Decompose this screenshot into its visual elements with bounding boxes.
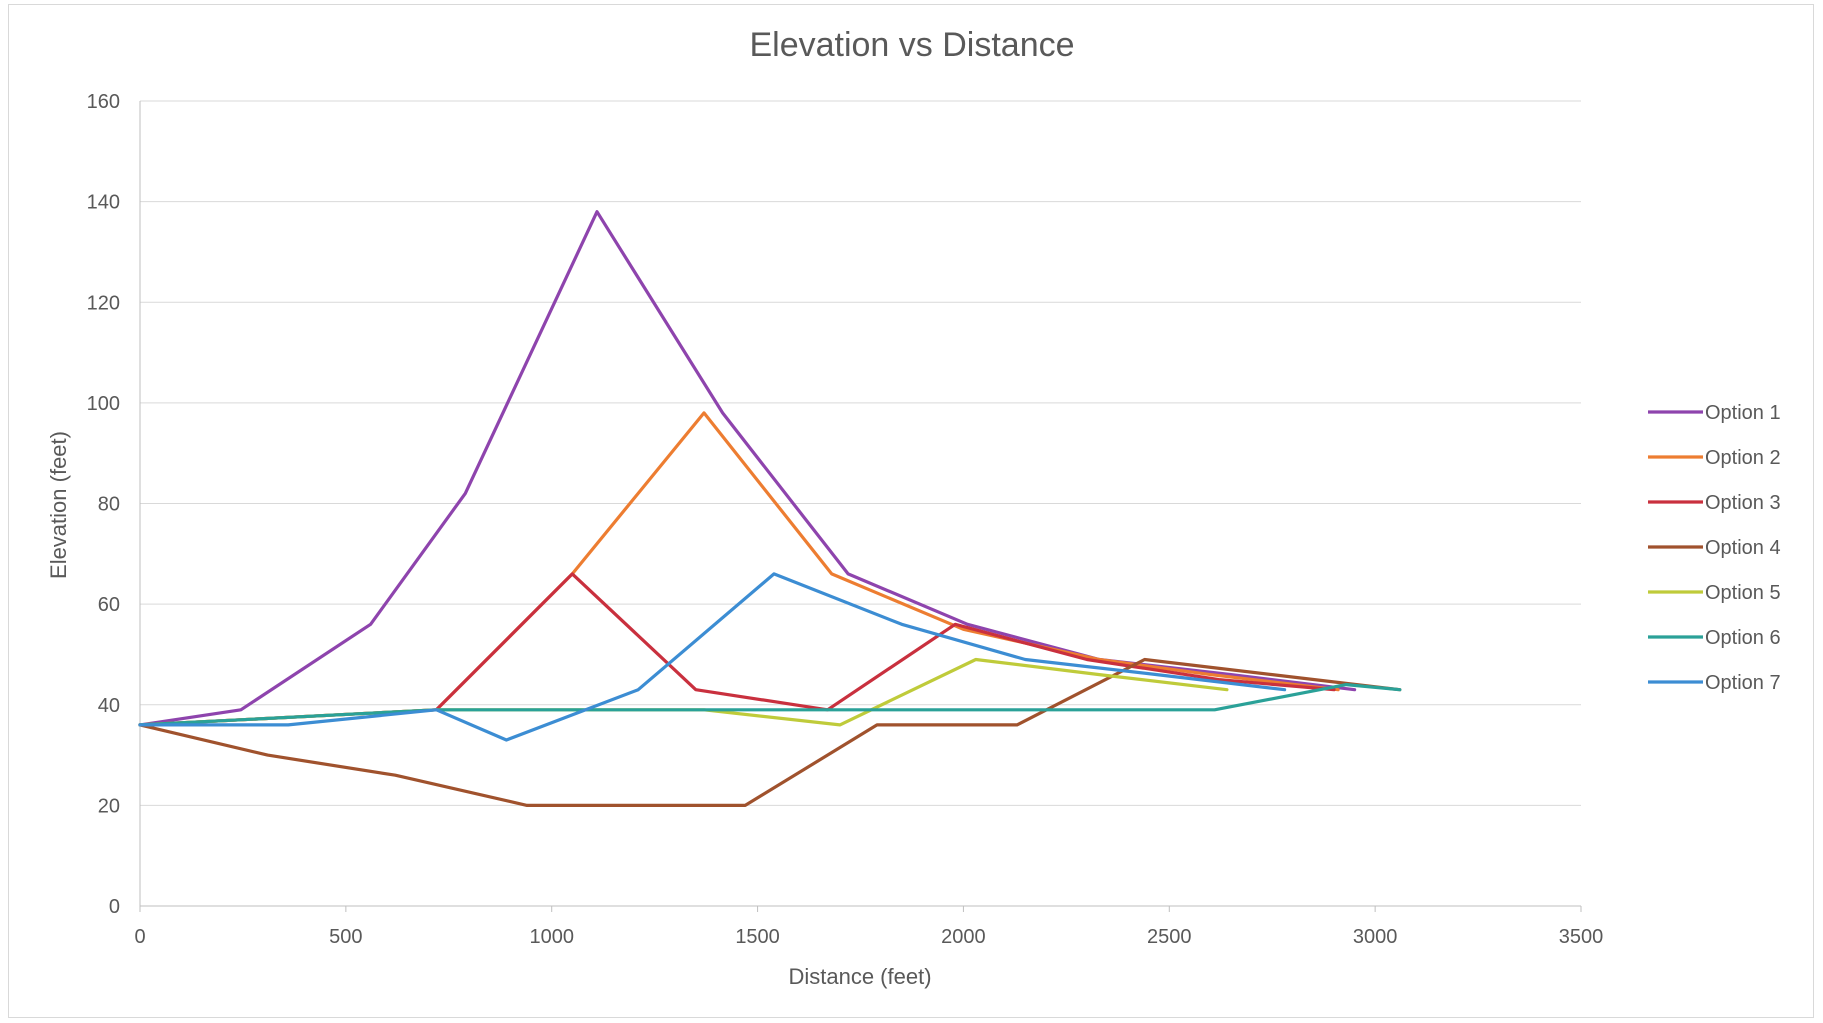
- series-line-option-2: [138, 411, 1340, 727]
- y-tick-label: 0: [109, 896, 120, 918]
- x-tick-label: 3500: [1559, 926, 1604, 948]
- legend-label: Option 1: [1705, 402, 1781, 424]
- legend-label: Option 5: [1705, 582, 1781, 604]
- series-line-option-7: [138, 572, 1287, 742]
- x-tick-label: 2000: [941, 926, 986, 948]
- chart-frame: [8, 4, 1814, 1018]
- y-tick-label: 40: [98, 695, 120, 717]
- y-tick-label: 120: [87, 292, 120, 314]
- y-tick-label: 100: [87, 393, 120, 415]
- y-tick-label: 80: [98, 494, 120, 516]
- legend: Option 1 Option 2 Option 3 Option 4 Option 5…: [1648, 402, 1781, 694]
- x-tick-label: 1000: [529, 926, 574, 948]
- y-tick-label: 60: [98, 594, 120, 616]
- series-lines: [138, 210, 1402, 808]
- legend-label: Option 7: [1705, 672, 1781, 694]
- series-line-option-6: [138, 682, 1402, 727]
- legend-label: Option 4: [1705, 537, 1781, 559]
- series-line-option-4: [138, 657, 1402, 808]
- x-axis-title: Distance (feet): [788, 964, 931, 989]
- x-tick-label: 0: [134, 926, 145, 948]
- axes: [139, 101, 1582, 912]
- x-tick-label: 2500: [1147, 926, 1192, 948]
- legend-label: Option 6: [1705, 627, 1781, 649]
- x-tick-labels: 0 500 1000 1500 2000 2500 3000 3500: [134, 926, 1603, 948]
- y-tick-label: 160: [87, 91, 120, 113]
- y-axis-title: Elevation (feet): [46, 431, 71, 579]
- x-tick-label: 1500: [735, 926, 780, 948]
- x-tick-label: 3000: [1353, 926, 1398, 948]
- legend-label: Option 3: [1705, 492, 1781, 514]
- gridlines: [140, 100, 1581, 806]
- legend-label: Option 2: [1705, 447, 1781, 469]
- x-tick-label: 500: [329, 926, 362, 948]
- y-tick-label: 20: [98, 795, 120, 817]
- chart-title: Elevation vs Distance: [749, 26, 1074, 64]
- series-line-option-3: [138, 572, 1336, 727]
- y-tick-label: 140: [87, 192, 120, 214]
- y-tick-labels: 0 20 40 60 80 100 120 140 160: [87, 91, 120, 918]
